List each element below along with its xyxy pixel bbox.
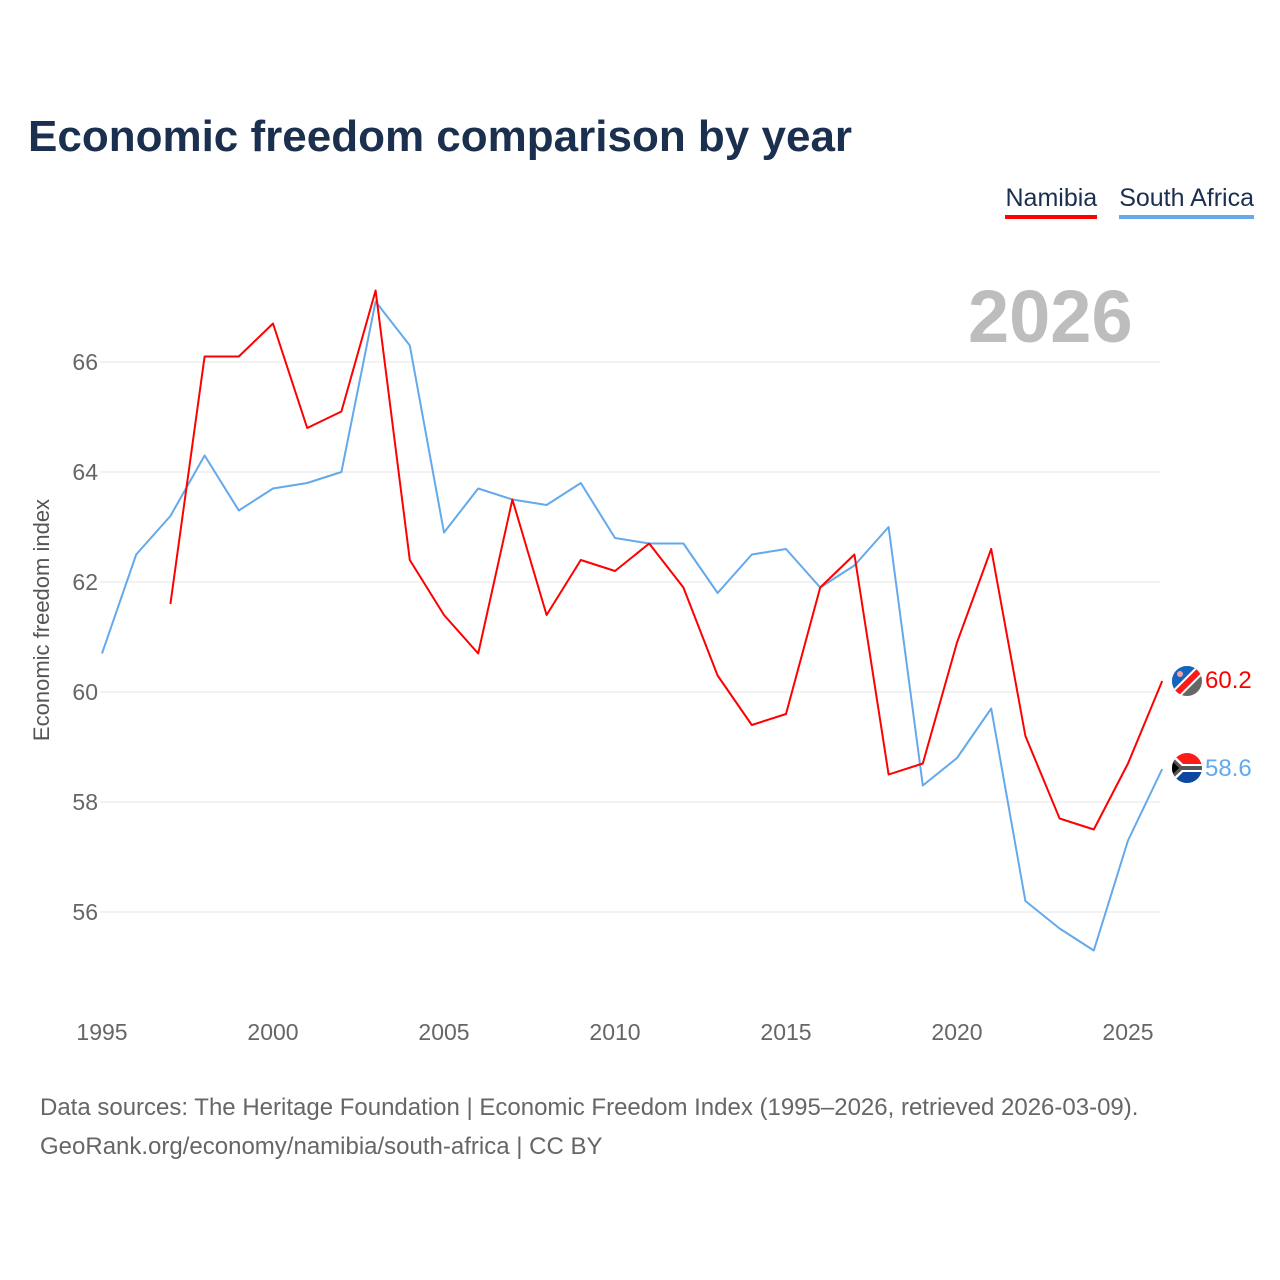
south-africa-end-label: 58.6 [1205, 755, 1252, 782]
source-line-2[interactable]: GeoRank.org/economy/namibia/south-africa… [40, 1133, 603, 1160]
y-tick-label: 66 [72, 349, 98, 375]
x-tick-label: 2025 [1102, 1019, 1153, 1045]
namibia-flag-icon [1172, 666, 1202, 696]
south-africa-line [101, 300, 1164, 952]
source-line-1: Data sources: The Heritage Foundation | … [40, 1094, 1139, 1121]
x-tick-label: 2000 [247, 1019, 298, 1045]
current-year-label: 2026 [968, 275, 1133, 358]
y-tick-label: 56 [72, 899, 98, 925]
x-tick-label: 2005 [418, 1019, 469, 1045]
x-tick-label: 1995 [76, 1019, 127, 1045]
source-note: Data sources: The Heritage Foundation | … [40, 1088, 1138, 1166]
y-tick-label: 62 [72, 569, 98, 595]
south-africa-flag-icon [1172, 753, 1202, 783]
y-tick-label: 60 [72, 679, 98, 705]
y-tick-label: 64 [72, 459, 98, 485]
x-tick-label: 2015 [760, 1019, 811, 1045]
namibia-line [169, 289, 1164, 831]
x-tick-label: 2020 [931, 1019, 982, 1045]
namibia-end-label: 60.2 [1205, 667, 1252, 694]
x-tick-label: 2010 [589, 1019, 640, 1045]
legend-item-namibia[interactable]: Namibia [1005, 184, 1098, 219]
y-tick-label: 58 [72, 789, 98, 815]
chart-title: Economic freedom comparison by year [28, 112, 853, 161]
legend: Namibia South Africa [1005, 184, 1254, 219]
legend-item-south-africa[interactable]: South Africa [1119, 184, 1254, 219]
